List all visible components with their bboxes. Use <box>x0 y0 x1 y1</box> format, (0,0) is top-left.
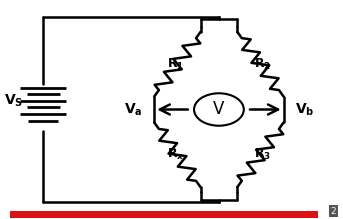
Text: $\mathbf{V_b}$: $\mathbf{V_b}$ <box>295 101 315 118</box>
Circle shape <box>194 93 244 126</box>
Text: 2: 2 <box>331 207 336 216</box>
Text: $\mathbf{R_1}$: $\mathbf{R_1}$ <box>167 57 184 72</box>
Text: $\mathbf{R_3}$: $\mathbf{R_3}$ <box>254 147 271 162</box>
Text: $\mathbf{V_S}$: $\mathbf{V_S}$ <box>4 93 23 109</box>
Text: $\mathbf{R_x}$: $\mathbf{R_x}$ <box>167 147 184 162</box>
Text: $\mathbf{R_2}$: $\mathbf{R_2}$ <box>254 57 271 72</box>
Text: $\mathbf{V_a}$: $\mathbf{V_a}$ <box>124 101 143 118</box>
Text: V: V <box>213 101 225 118</box>
Bar <box>10 211 318 218</box>
